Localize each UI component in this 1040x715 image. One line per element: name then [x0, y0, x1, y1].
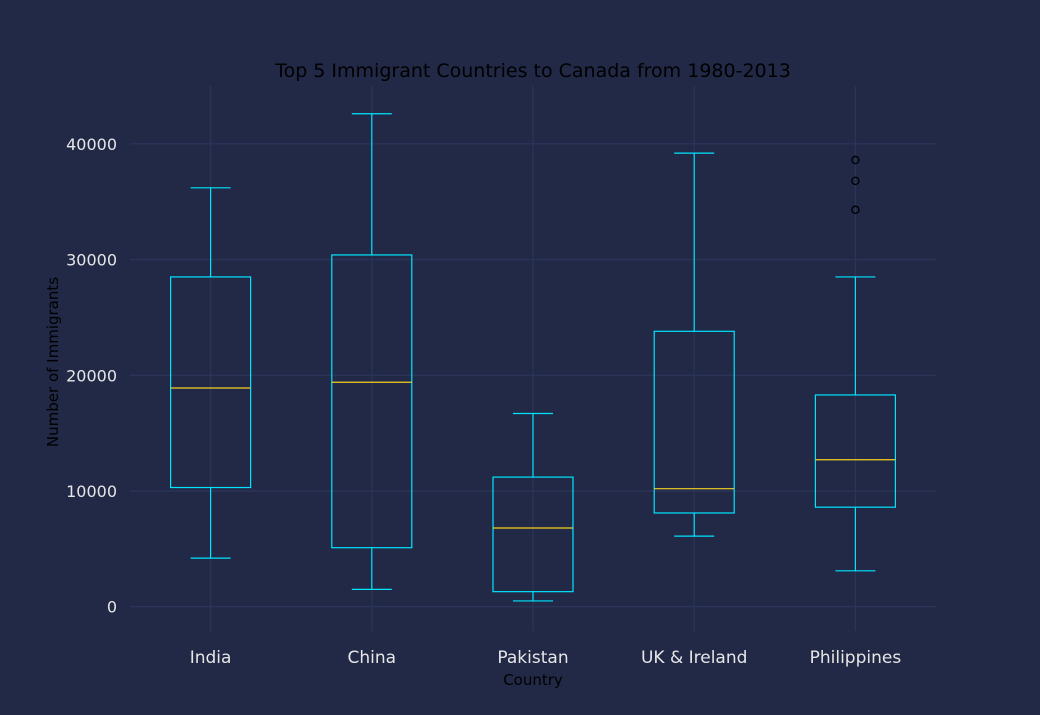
- x-tick-label: China: [348, 648, 397, 668]
- chart-title: Top 5 Immigrant Countries to Canada from…: [274, 60, 791, 82]
- x-tick-label: Pakistan: [497, 648, 568, 668]
- box-pakistan: [492, 412, 574, 602]
- iqr-box: [492, 476, 574, 593]
- x-tick-label: UK & Ireland: [641, 648, 747, 668]
- iqr-box: [331, 254, 413, 549]
- box-uk-ireland: [653, 152, 735, 537]
- box-china: [331, 113, 413, 590]
- box-series: [170, 113, 897, 602]
- y-axis-label: Number of Immigrants: [44, 277, 62, 447]
- outlier-point: [851, 176, 860, 186]
- y-tick-label: 0: [107, 598, 117, 617]
- iqr-box: [814, 394, 897, 508]
- y-tick-label: 30000: [66, 251, 117, 270]
- x-axis-label: Country: [503, 671, 563, 689]
- outlier-point: [851, 155, 860, 165]
- iqr-box: [170, 276, 252, 489]
- x-tick-label: India: [190, 648, 232, 668]
- box-india: [170, 187, 252, 559]
- outlier-point: [851, 205, 860, 215]
- box-philippines: [814, 155, 897, 572]
- y-tick-label: 40000: [66, 135, 117, 154]
- y-axis-ticks: 0 10000 20000 30000 40000: [66, 135, 117, 617]
- iqr-box: [653, 330, 735, 514]
- x-tick-label: Philippines: [810, 648, 902, 668]
- y-tick-label: 10000: [66, 482, 117, 501]
- x-axis-ticks: India China Pakistan UK & Ireland Philippine…: [190, 648, 902, 668]
- y-tick-label: 20000: [66, 366, 117, 385]
